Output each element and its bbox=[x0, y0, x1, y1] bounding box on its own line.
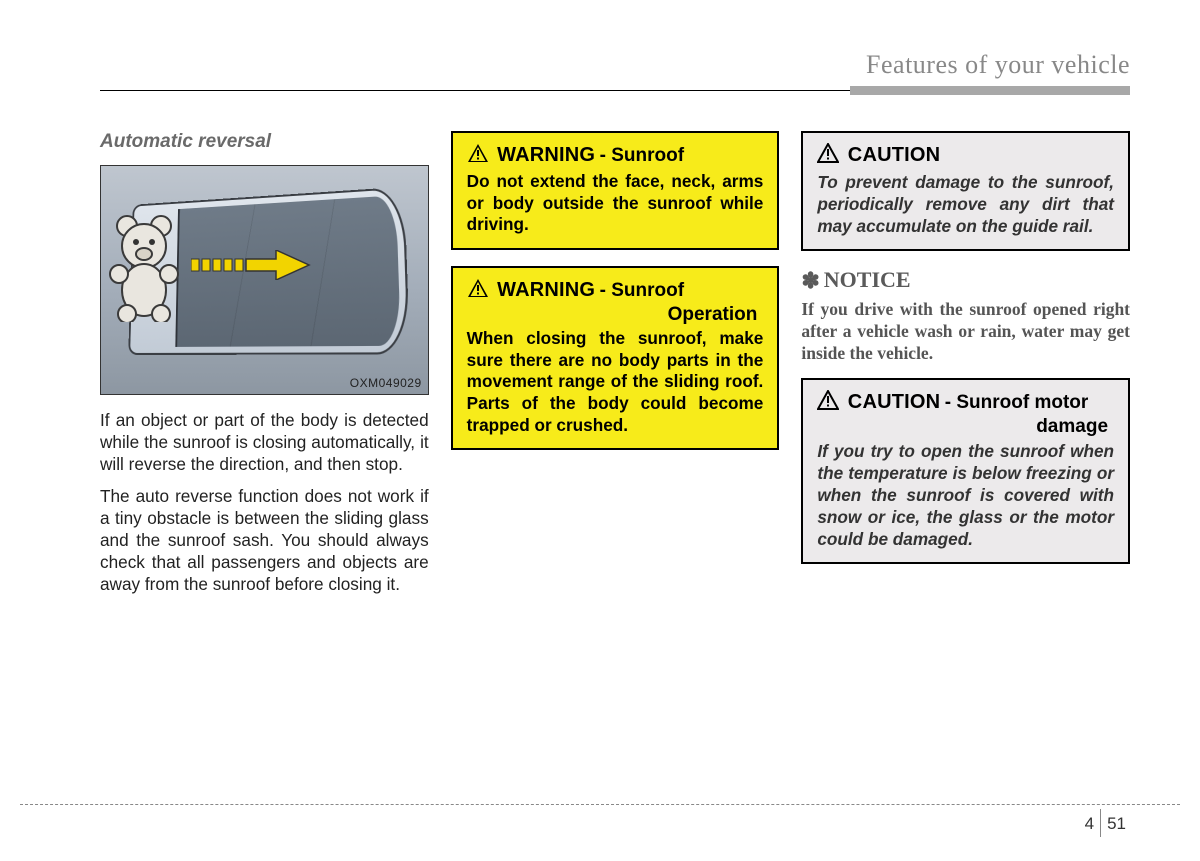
caution-body: To prevent damage to the sunroof, period… bbox=[817, 171, 1114, 237]
caution-subtitle-line2: damage bbox=[817, 416, 1114, 438]
column-3: CAUTION To prevent damage to the sunroof… bbox=[801, 131, 1130, 605]
caution-box-guide-rail: CAUTION To prevent damage to the sunroof… bbox=[801, 131, 1130, 251]
warning-box-sunroof: WARNING - Sunroof Do not extend the face… bbox=[451, 131, 780, 250]
rule-thin bbox=[100, 90, 850, 91]
warning-title-row: WARNING - Sunroof bbox=[467, 143, 764, 167]
teddy-bear-icon bbox=[107, 212, 185, 322]
paragraph-2: The auto reverse function does not work … bbox=[100, 485, 429, 595]
warning-body: Do not extend the face, neck, arms or bo… bbox=[467, 171, 764, 236]
column-1: Automatic reversal bbox=[100, 131, 429, 605]
caution-title-row: CAUTION bbox=[817, 143, 1114, 167]
page-number: 4 51 bbox=[1085, 809, 1126, 837]
sunroof-figure: OXM049029 bbox=[100, 165, 429, 395]
notice-label: NOTICE bbox=[824, 267, 911, 292]
warning-label: WARNING bbox=[497, 279, 595, 301]
warning-triangle-icon bbox=[467, 278, 489, 298]
paragraph-1: If an object or part of the body is dete… bbox=[100, 409, 429, 475]
notice-heading: ✽NOTICE bbox=[801, 267, 1130, 294]
header-rule bbox=[100, 86, 1130, 95]
manual-page: Features of your vehicle Automatic rever… bbox=[0, 0, 1200, 861]
motion-arrow-icon bbox=[191, 250, 311, 280]
caution-triangle-icon bbox=[817, 143, 839, 163]
caution-title-row: CAUTION - Sunroof motor bbox=[817, 390, 1114, 414]
warning-box-operation: WARNING - Sunroof Operation When closing… bbox=[451, 266, 780, 450]
notice-body: If you drive with the sunroof opened rig… bbox=[801, 298, 1130, 364]
warning-label: WARNING bbox=[497, 144, 595, 166]
warning-triangle-icon bbox=[467, 143, 489, 163]
caution-subtitle: - Sunroof motor bbox=[945, 392, 1089, 413]
page-header: Features of your vehicle bbox=[100, 50, 1130, 80]
caution-label: CAUTION bbox=[848, 144, 941, 166]
warning-subtitle-line2: Operation bbox=[467, 304, 764, 326]
warning-title-row: WARNING - Sunroof bbox=[467, 278, 764, 302]
warning-body: When closing the sunroof, make sure ther… bbox=[467, 328, 764, 436]
warning-subtitle: - Sunroof bbox=[600, 145, 684, 166]
rule-thick bbox=[850, 86, 1130, 95]
figure-code: OXM049029 bbox=[350, 376, 422, 390]
caution-box-motor: CAUTION - Sunroof motor damage If you tr… bbox=[801, 378, 1130, 564]
section-subheading: Automatic reversal bbox=[100, 131, 429, 153]
caution-triangle-icon bbox=[817, 390, 839, 410]
caution-body: If you try to open the sunroof when the … bbox=[817, 440, 1114, 550]
chapter-title: Features of your vehicle bbox=[866, 50, 1130, 79]
page-divider bbox=[1100, 809, 1101, 837]
section-number: 4 bbox=[1085, 814, 1094, 833]
caution-label: CAUTION bbox=[848, 391, 941, 413]
notice-star-icon: ✽ bbox=[801, 268, 819, 293]
content-columns: Automatic reversal bbox=[100, 131, 1130, 605]
column-2: WARNING - Sunroof Do not extend the face… bbox=[451, 131, 780, 605]
warning-subtitle: - Sunroof bbox=[600, 280, 684, 301]
footer-dashed-rule bbox=[20, 804, 1180, 805]
page-number-value: 51 bbox=[1107, 814, 1126, 833]
